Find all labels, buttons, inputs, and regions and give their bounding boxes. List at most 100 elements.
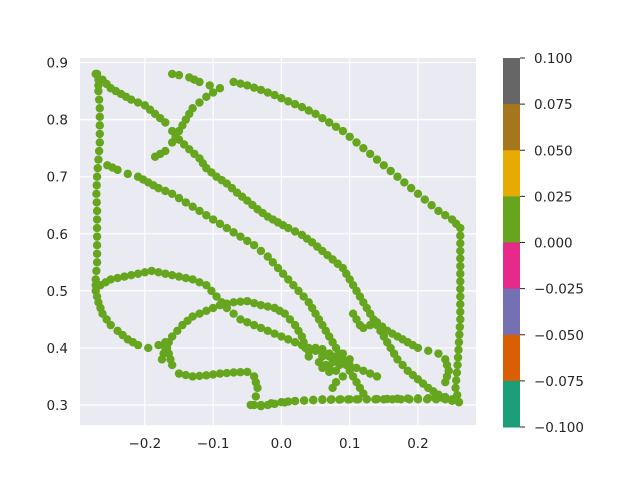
- data-point: [456, 307, 465, 316]
- data-point: [456, 231, 465, 240]
- data-point: [123, 169, 132, 179]
- data-point: [92, 198, 101, 207]
- data-point: [441, 377, 450, 387]
- colorbar: [503, 58, 520, 428]
- data-point: [174, 272, 184, 281]
- data-point: [447, 395, 457, 404]
- y-tick-label: 0.7: [47, 170, 68, 186]
- data-point: [154, 183, 163, 193]
- data-point: [208, 303, 218, 313]
- data-point: [92, 189, 101, 199]
- x-tick-label: −0.2: [128, 436, 161, 452]
- data-point: [113, 165, 122, 175]
- x-axis-ticks: −0.2 −0.1 0.0 0.1 0.2: [128, 436, 428, 452]
- data-point: [406, 183, 416, 193]
- data-point: [304, 106, 313, 115]
- data-point: [345, 355, 354, 364]
- data-point: [277, 397, 286, 407]
- data-point: [318, 114, 327, 123]
- data-point: [236, 315, 245, 324]
- data-point: [328, 383, 337, 393]
- data-point: [212, 292, 221, 301]
- data-point: [215, 300, 225, 310]
- data-point: [326, 395, 336, 404]
- data-point: [452, 376, 461, 385]
- data-point: [243, 296, 252, 306]
- data-point: [94, 95, 104, 104]
- data-point: [167, 189, 177, 199]
- colorbar-tick-label: 0.025: [534, 189, 573, 205]
- data-point: [133, 98, 143, 107]
- data-point: [437, 393, 447, 402]
- data-point: [202, 371, 211, 380]
- data-point: [284, 397, 293, 406]
- data-point: [92, 223, 102, 233]
- colorbar-tick-label: −0.100: [534, 420, 584, 436]
- data-point: [338, 349, 348, 358]
- data-point: [92, 206, 102, 216]
- data-point: [331, 366, 341, 375]
- data-point: [318, 352, 327, 361]
- data-point: [365, 149, 375, 159]
- data-point: [167, 69, 177, 79]
- data-point: [174, 369, 184, 378]
- data-point: [335, 395, 344, 404]
- x-tick-label: 0.1: [339, 436, 360, 452]
- data-point: [94, 86, 103, 96]
- data-point: [127, 270, 136, 280]
- data-point: [386, 166, 395, 176]
- data-point: [393, 355, 402, 364]
- data-point: [456, 246, 465, 256]
- data-point: [181, 198, 191, 207]
- data-point: [140, 268, 150, 277]
- data-point: [251, 392, 261, 401]
- data-point: [106, 320, 115, 330]
- data-point: [413, 189, 423, 199]
- data-point: [249, 298, 259, 308]
- data-point: [154, 340, 163, 350]
- data-point: [454, 345, 463, 355]
- colorbar-segment: [503, 334, 520, 382]
- data-point: [92, 69, 102, 79]
- data-point: [92, 266, 101, 276]
- data-point: [150, 152, 160, 161]
- data-point: [328, 352, 337, 361]
- data-point: [249, 320, 259, 330]
- data-point: [93, 163, 102, 173]
- data-point: [456, 239, 465, 248]
- data-point: [311, 109, 320, 119]
- data-point: [236, 79, 245, 88]
- data-point: [94, 155, 103, 164]
- data-point: [321, 360, 330, 370]
- data-point: [195, 206, 204, 216]
- data-point: [208, 215, 218, 224]
- data-points: [91, 69, 465, 411]
- data-point: [372, 372, 382, 381]
- data-point: [120, 272, 129, 281]
- data-point: [188, 372, 197, 381]
- data-point: [188, 202, 197, 211]
- data-point: [147, 266, 156, 276]
- data-point: [299, 292, 308, 301]
- data-point: [167, 138, 177, 147]
- data-point: [365, 369, 375, 378]
- data-point: [413, 394, 423, 403]
- data-point: [249, 83, 259, 92]
- data-point: [208, 370, 218, 379]
- data-point: [256, 246, 266, 256]
- data-point: [453, 360, 462, 370]
- data-point: [325, 118, 334, 127]
- data-point: [284, 97, 293, 106]
- data-point: [92, 232, 102, 241]
- y-tick-label: 0.9: [47, 56, 68, 72]
- colorbar-segment: [503, 104, 520, 151]
- data-point: [207, 286, 216, 296]
- data-point: [352, 395, 361, 404]
- data-point: [424, 393, 433, 403]
- colorbar-segment: [503, 288, 520, 336]
- data-point: [290, 396, 300, 406]
- data-point: [202, 92, 211, 102]
- data-point: [161, 269, 170, 278]
- data-point: [270, 90, 279, 100]
- data-point: [161, 118, 170, 127]
